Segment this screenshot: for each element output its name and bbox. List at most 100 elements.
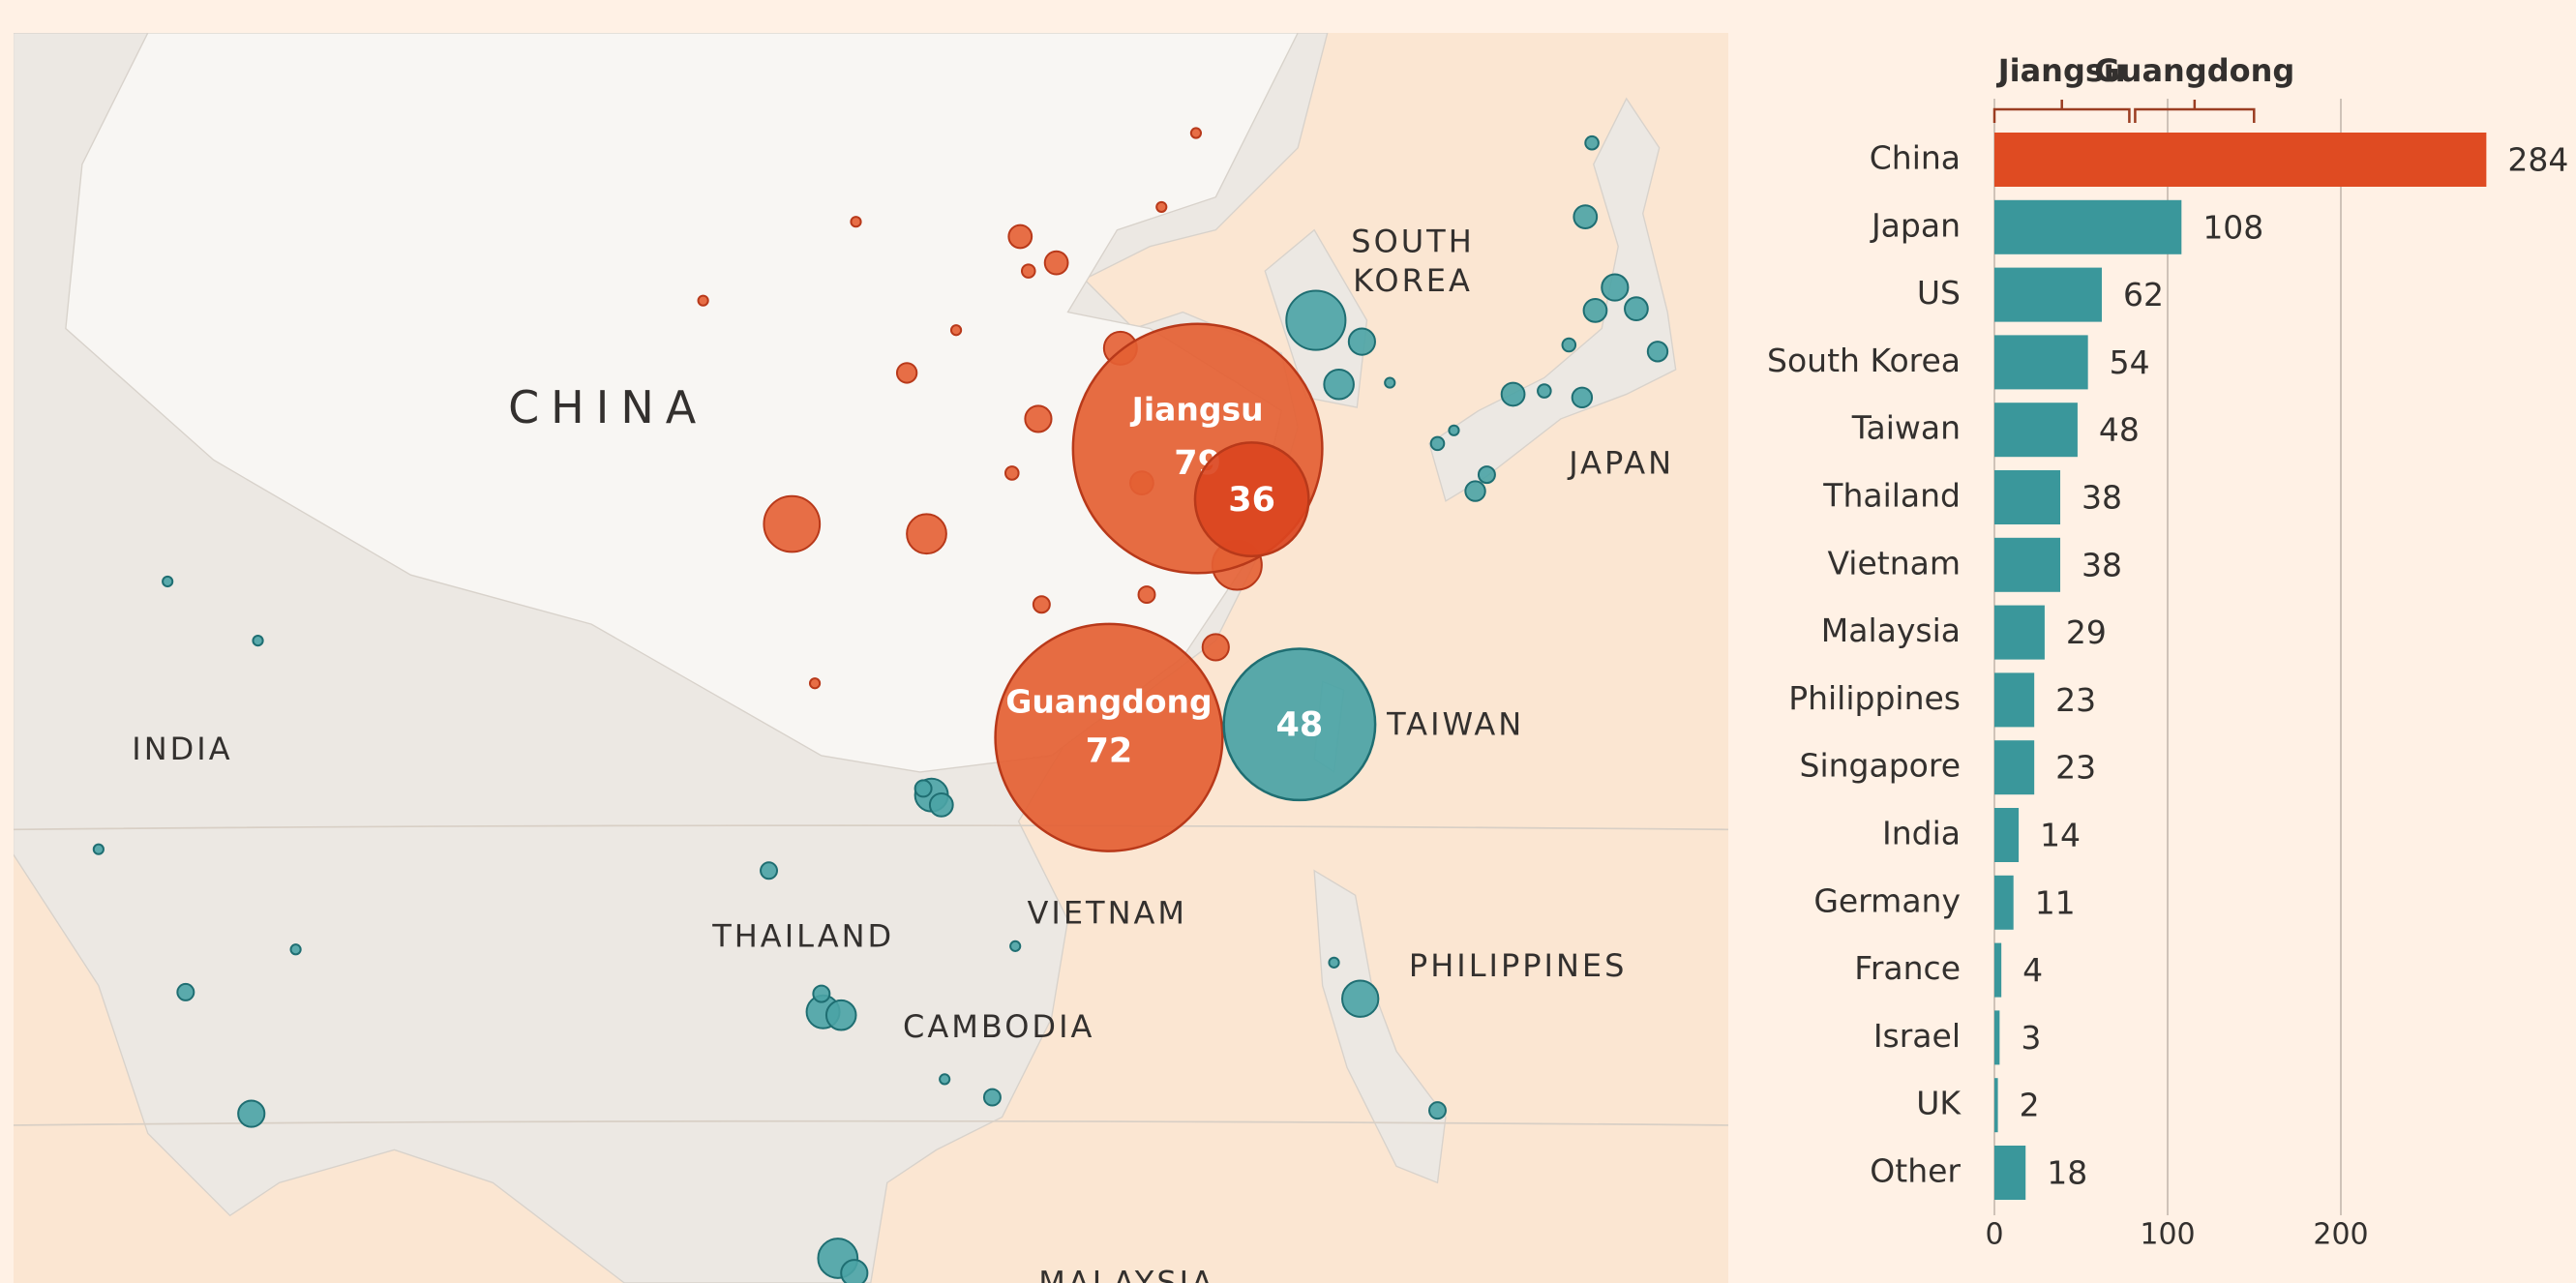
- minor-bubble: [850, 216, 862, 228]
- minor-bubble: [1584, 134, 1600, 151]
- minor-bubble: [1155, 200, 1168, 214]
- bar: [1994, 133, 2487, 187]
- category-label: India: [1882, 815, 1961, 852]
- place-label: THAILAND: [711, 917, 894, 954]
- minor-bubble: [1477, 465, 1496, 485]
- minor-bubble: [162, 575, 174, 588]
- minor-bubble: [1007, 224, 1033, 250]
- category-label: South Korea: [1767, 342, 1961, 379]
- place-label: JAPAN: [1567, 444, 1674, 481]
- value-label: 48: [2099, 411, 2140, 449]
- minor-bubble: [1573, 204, 1599, 229]
- minor-bubble: [1020, 263, 1036, 279]
- bar: [1994, 740, 2035, 795]
- value-label: 62: [2123, 276, 2164, 313]
- bubble-value: 72: [1086, 732, 1133, 771]
- minor-bubble: [289, 943, 302, 956]
- minor-bubble: [1500, 381, 1526, 407]
- bar: [1994, 672, 2035, 728]
- bracket: [1992, 100, 2131, 123]
- minor-bubble: [1384, 376, 1396, 389]
- minor-bubble: [1601, 273, 1630, 302]
- bubble-name: Guangdong: [1005, 683, 1212, 721]
- minor-bubble: [1582, 297, 1608, 323]
- minor-bubble: [1285, 289, 1347, 351]
- value-label: 18: [2047, 1154, 2087, 1192]
- category-label: UK: [1916, 1085, 1962, 1122]
- bar: [1994, 403, 2078, 458]
- place-label: KOREA: [1353, 262, 1473, 299]
- minor-bubble: [1571, 386, 1594, 409]
- bar: [1994, 335, 2088, 390]
- minor-bubble: [1137, 585, 1156, 605]
- value-label: 38: [2082, 479, 2122, 517]
- value-label: 29: [2066, 613, 2107, 651]
- bubble: [1193, 441, 1310, 558]
- bar: [1994, 605, 2045, 660]
- minor-bubble: [1341, 979, 1380, 1018]
- value-label: 4: [2022, 951, 2043, 989]
- value-label: 108: [2202, 208, 2263, 246]
- minor-bubble: [1429, 435, 1446, 452]
- place-label: CAMBODIA: [903, 1008, 1094, 1045]
- bar: [1994, 808, 2020, 862]
- category-label: US: [1917, 274, 1961, 312]
- bar: [1994, 267, 2102, 322]
- value-label: 14: [2040, 817, 2081, 854]
- minor-bubble: [812, 984, 831, 1003]
- minor-bubble: [1009, 940, 1022, 952]
- minor-bubble: [760, 861, 779, 880]
- bubble: [1222, 647, 1377, 802]
- bar: [1994, 1078, 1998, 1133]
- category-label: Singapore: [1800, 747, 1961, 785]
- place-label: TAIWAN: [1386, 705, 1524, 742]
- bar: [1994, 875, 2014, 930]
- place-label: MALAYSIA: [1038, 1265, 1215, 1283]
- bar: [1994, 199, 2182, 254]
- minor-bubble: [808, 677, 822, 690]
- minor-bubble: [1043, 250, 1069, 276]
- minor-bubble: [928, 791, 954, 818]
- minor-bubble: [895, 362, 918, 384]
- bar: [1994, 1010, 2000, 1065]
- value-label: 38: [2082, 546, 2122, 583]
- minor-bubble: [1448, 424, 1460, 436]
- minor-bubble: [1646, 341, 1669, 363]
- category-label: Other: [1870, 1152, 1961, 1190]
- minor-bubble: [1024, 404, 1053, 433]
- bubble: [994, 622, 1224, 852]
- bar: [1994, 1146, 2026, 1200]
- minor-bubble: [176, 982, 195, 1001]
- minor-bubble: [1032, 595, 1051, 614]
- minor-bubble: [237, 1099, 266, 1128]
- bar: [1994, 537, 2061, 592]
- value-label: 2: [2020, 1087, 2040, 1124]
- minor-bubble: [1537, 383, 1552, 399]
- category-label: Thailand: [1822, 477, 1961, 515]
- minor-bubble: [1624, 296, 1649, 322]
- minor-bubble: [252, 635, 264, 647]
- value-label: 284: [2507, 141, 2568, 179]
- minor-bubble: [1323, 368, 1355, 401]
- minor-bubble: [949, 324, 963, 337]
- place-label: SOUTH: [1351, 223, 1475, 259]
- bracket: [2134, 100, 2256, 123]
- minor-bubble: [1464, 480, 1486, 502]
- minor-bubble: [982, 1088, 1002, 1107]
- bar-chart: 0 100 200 China 284 Japan 108 US 62 South Korea 54…: [1767, 52, 2568, 1252]
- bubble-value: 36: [1228, 481, 1275, 520]
- category-label: China: [1870, 139, 1961, 177]
- bubble-value: 48: [1276, 706, 1324, 745]
- bubble-name: Jiangsu: [1130, 390, 1264, 428]
- minor-bubble: [1561, 337, 1577, 353]
- category-label: Philippines: [1788, 679, 1961, 717]
- x-tick-label: 200: [2313, 1218, 2368, 1252]
- minor-bubble: [1328, 956, 1340, 969]
- minor-bubble: [1428, 1101, 1447, 1120]
- minor-bubble: [697, 294, 709, 307]
- minor-bubble: [906, 513, 947, 555]
